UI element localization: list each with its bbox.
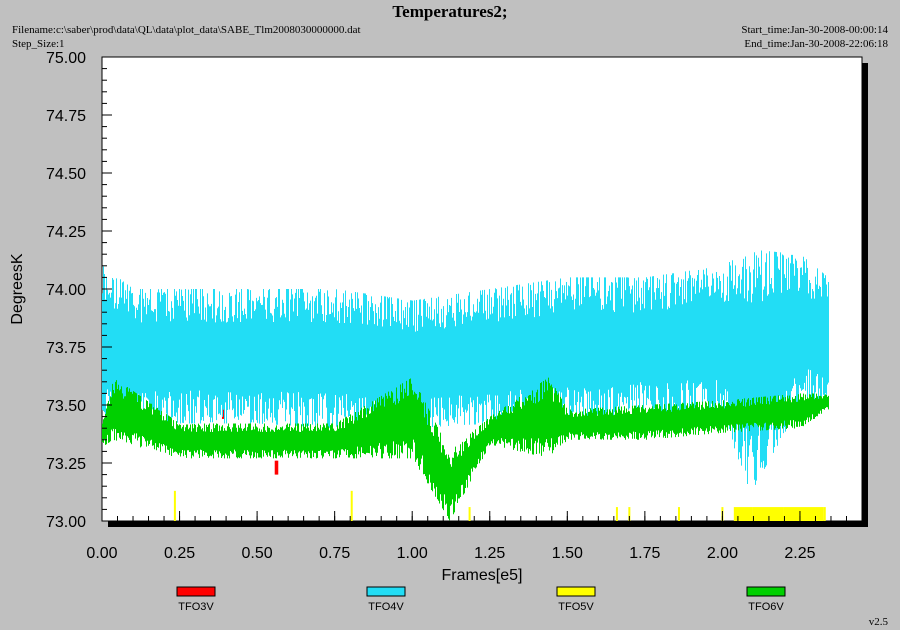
x-tick-label: 1.00 [397, 545, 428, 562]
series-TFO3V-mark [276, 460, 279, 475]
series-group [102, 250, 829, 521]
series-TFO6V [102, 377, 829, 521]
series-TFO5V-mark [628, 507, 631, 521]
x-tick-label: 1.25 [474, 545, 505, 562]
legend-label: TFO5V [558, 601, 594, 613]
series-TFO5V-mark [677, 507, 680, 521]
series-TFO5V-mark [350, 490, 353, 521]
series-TFO3V-mark [274, 460, 277, 475]
series-TFO5V-mark [752, 507, 784, 521]
legend: TFO3V TFO4V TFO5V TFO6V [176, 586, 786, 613]
series-TFO5V-mark [615, 507, 618, 521]
y-tick-label: 74.75 [46, 108, 86, 125]
series-TFO5V-mark [823, 507, 826, 521]
legend-label: TFO6V [748, 601, 784, 613]
step-size-label: Step_Size:1 [12, 38, 65, 50]
y-tick-label: 73.75 [46, 340, 86, 357]
series-TFO5V-mark [173, 490, 176, 521]
legend-label: TFO4V [368, 601, 404, 613]
legend-swatch [556, 586, 596, 597]
x-tick-label: 0.25 [164, 545, 195, 562]
legend-item-TFO5V: TFO5V [556, 586, 596, 613]
x-tick-label: 0.00 [86, 545, 117, 562]
y-tick-label: 73.50 [46, 398, 86, 415]
x-tick-label: 0.75 [319, 545, 350, 562]
x-axis-title: Frames[e5] [442, 567, 523, 584]
start-time-label: Start_time:Jan-30-2008-00:00:14 [741, 24, 888, 36]
version-label: v2.5 [868, 616, 888, 628]
legend-label: TFO3V [178, 601, 214, 613]
series-TFO5V-mark [733, 507, 753, 521]
legend-item-TFO3V: TFO3V [176, 586, 216, 613]
y-axis-title: DegreesK [9, 253, 26, 324]
y-tick-label: 74.00 [46, 282, 86, 299]
y-tick-label: 75.00 [46, 50, 86, 67]
legend-swatch [746, 586, 786, 597]
x-tick-label: 0.50 [242, 545, 273, 562]
axes-group: 73.00 73.25 73.50 73.75 74.00 74.25 74.50 74.75… [9, 50, 863, 584]
y-tick-label: 73.25 [46, 456, 86, 473]
x-tick-label: 1.75 [629, 545, 660, 562]
y-tick-label: 74.50 [46, 166, 86, 183]
legend-item-TFO6V: TFO6V [746, 586, 786, 613]
filename-label: Filename:c:\saber\prod\data\QL\data\plot… [12, 24, 361, 36]
legend-item-TFO4V: TFO4V [366, 586, 406, 613]
chart-title: Temperatures2; [392, 2, 508, 21]
end-time-label: End_time:Jan-30-2008-22:06:18 [744, 38, 888, 50]
series-TFO5V-mark [783, 507, 824, 521]
x-tick-label: 2.00 [707, 545, 738, 562]
x-tick-label: 2.25 [784, 545, 815, 562]
legend-swatch [366, 586, 406, 597]
x-tick-label: 1.50 [552, 545, 583, 562]
y-tick-label: 73.00 [46, 514, 86, 531]
series-TFO5V-mark [468, 507, 471, 521]
legend-swatch [176, 586, 216, 597]
y-tick-label: 74.25 [46, 224, 86, 241]
